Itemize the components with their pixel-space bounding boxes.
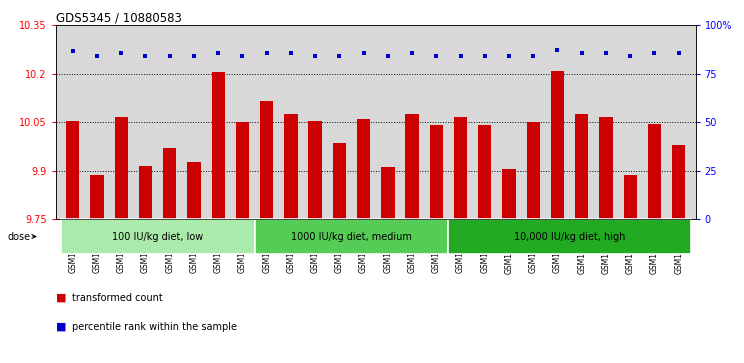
Bar [254,219,449,254]
Bar [90,175,103,219]
Point [479,53,491,59]
Point [260,50,272,56]
Text: 10,000 IU/kg diet, high: 10,000 IU/kg diet, high [514,232,625,241]
Point [164,53,176,59]
Bar [381,167,394,219]
Bar [260,101,273,219]
Text: transformed count: transformed count [72,293,163,303]
Point [649,50,661,56]
Point [91,53,103,59]
Bar [61,219,254,254]
Bar [454,117,467,219]
Point [115,50,127,56]
Text: 100 IU/kg diet, low: 100 IU/kg diet, low [112,232,203,241]
Bar [575,114,589,219]
Bar [163,148,176,219]
Point [310,53,321,59]
Bar [115,117,128,219]
Point [673,50,684,56]
Bar [187,163,201,219]
Text: ■: ■ [56,322,66,332]
Point [285,50,297,56]
Point [576,50,588,56]
Bar [236,122,249,219]
Bar [600,117,612,219]
Text: percentile rank within the sample: percentile rank within the sample [72,322,237,332]
Bar [211,72,225,219]
Text: dose: dose [7,232,31,241]
Point [382,53,394,59]
Bar [357,119,371,219]
Bar [478,125,492,219]
Bar [623,175,637,219]
Bar [309,121,322,219]
Text: 1000 IU/kg diet, medium: 1000 IU/kg diet, medium [291,232,412,241]
Point [333,53,345,59]
Point [188,53,200,59]
Point [551,47,563,53]
Point [624,53,636,59]
Point [237,53,248,59]
Point [358,50,370,56]
Point [503,53,515,59]
Bar [502,169,516,219]
Bar [284,114,298,219]
Bar [449,219,690,254]
Point [430,53,442,59]
Point [406,50,418,56]
Bar [66,121,80,219]
Text: GDS5345 / 10880583: GDS5345 / 10880583 [56,11,182,24]
Point [600,50,612,56]
Bar [551,70,564,219]
Bar [405,114,419,219]
Bar [648,124,661,219]
Text: ■: ■ [56,293,66,303]
Bar [429,125,443,219]
Point [527,53,539,59]
Point [140,53,152,59]
Bar [333,143,346,219]
Point [455,53,466,59]
Bar [672,145,685,219]
Point [67,48,79,54]
Bar [139,166,152,219]
Bar [527,122,540,219]
Point [212,50,224,56]
